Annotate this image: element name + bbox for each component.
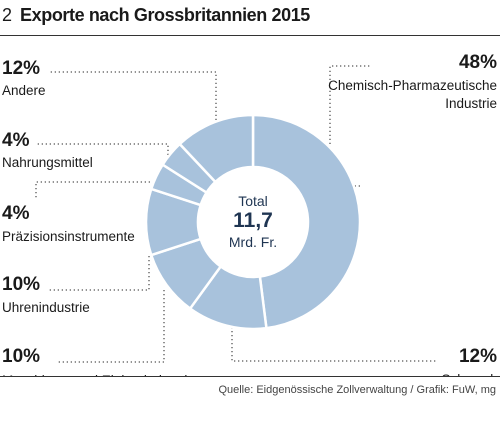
- slice-andere: [177, 113, 255, 184]
- figure-number: 2: [2, 5, 13, 25]
- source-note: Quelle: Eidgenössische Zollverwaltung / …: [218, 384, 496, 396]
- top-rule: [0, 35, 500, 36]
- category-label-maschinen-und-elektroindustrie: Maschinen- und Elektroindustrie: [2, 373, 195, 376]
- chart-title: Exporte nach Grossbritannien 2015: [20, 5, 310, 25]
- pct-label-andere: 12%: [2, 58, 40, 79]
- center-total-label: Total: [238, 193, 268, 209]
- leader-nahrungsmittel: [36, 143, 169, 155]
- category-label-chemisch-pharmazeutische-industrie: Chemisch-Pharmazeutische: [328, 78, 497, 93]
- category-label-nahrungsmittel: Nahrungsmittel: [2, 155, 93, 170]
- leader-lines: [35, 65, 437, 363]
- center-total-value: 11,7: [233, 209, 273, 232]
- pct-label-schmuck: 12%: [459, 346, 497, 367]
- pct-label-chemisch-pharmazeutische-industrie: 48%: [459, 52, 497, 73]
- pct-label-maschinen-und-elektroindustrie: 10%: [2, 346, 40, 367]
- leader-uhrenindustrie: [48, 256, 150, 291]
- category-label-schmuck: Schmuck: [441, 372, 497, 376]
- donut-center: Total 11,7 Mrd. Fr.: [229, 193, 277, 250]
- leader-praezisionsinstrumente: [35, 181, 150, 200]
- donut-chart: 48% Chemisch-Pharmazeutische Industrie 12% S…: [2, 52, 497, 376]
- pct-label-praezisionsinstrumente: 4%: [2, 203, 30, 224]
- figure-header: 2 Exporte nach Grossbritannien 2015: [2, 5, 310, 31]
- pct-label-nahrungsmittel: 4%: [2, 130, 30, 151]
- slice-chemisch-pharmazeutische-industrie: [251, 113, 362, 330]
- pct-label-uhrenindustrie: 10%: [2, 274, 40, 295]
- leader-maschinen-und-elektroindustrie: [58, 290, 165, 363]
- category-label-chemisch-pharmazeutische-industrie-line2: Industrie: [445, 96, 497, 111]
- donut-slices: [144, 113, 362, 331]
- category-label-uhrenindustrie: Uhrenindustrie: [2, 300, 90, 315]
- category-label-andere: Andere: [2, 83, 46, 98]
- center-total-unit: Mrd. Fr.: [229, 234, 277, 250]
- category-label-praezisionsinstrumente: Präzisionsinstrumente: [2, 229, 135, 244]
- slice-labels: 48% Chemisch-Pharmazeutische Industrie 12% S…: [2, 52, 497, 376]
- bottom-rule: [0, 376, 500, 377]
- leader-andere: [50, 71, 217, 124]
